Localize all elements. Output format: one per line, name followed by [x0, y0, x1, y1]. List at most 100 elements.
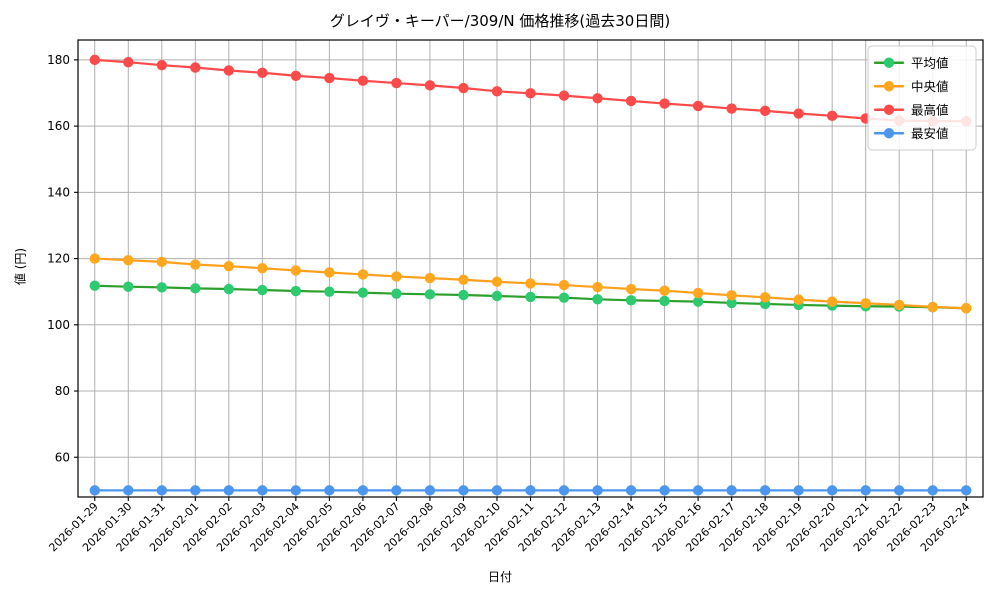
- data-point-marker: [961, 485, 972, 496]
- data-point-marker: [692, 100, 704, 112]
- data-point-marker: [257, 262, 268, 274]
- y-tick-label: 80: [55, 384, 70, 398]
- data-point-marker: [290, 285, 302, 297]
- data-point-marker: [592, 294, 603, 305]
- data-point-marker: [525, 88, 536, 99]
- data-point-marker: [123, 485, 134, 496]
- x-tick-labels: 2026-01-292026-01-302026-01-312026-02-01…: [46, 500, 972, 554]
- data-point-marker: [458, 82, 469, 94]
- y-axis-label: 値 (円): [13, 247, 28, 286]
- data-point-marker: [290, 70, 302, 81]
- data-point-marker: [357, 485, 369, 496]
- data-point-marker: [190, 259, 201, 270]
- data-point-marker: [424, 80, 436, 91]
- data-point-marker: [726, 297, 737, 309]
- data-point-marker: [927, 485, 938, 496]
- legend-box: [867, 45, 977, 151]
- legend-label[interactable]: 最高値: [911, 102, 949, 117]
- data-point-marker: [123, 255, 134, 266]
- grid-lines: [78, 40, 983, 497]
- data-point-marker: [156, 59, 167, 71]
- data-point-marker: [324, 267, 335, 278]
- data-point-marker: [357, 75, 369, 86]
- data-point-marker: [257, 284, 268, 296]
- data-point-marker: [592, 485, 603, 496]
- y-tick-label: 180: [47, 53, 70, 67]
- data-point-marker: [625, 485, 637, 496]
- legend-marker-swatch: [883, 128, 895, 139]
- y-tick-label: 100: [47, 318, 70, 332]
- data-point-marker: [592, 93, 603, 104]
- data-point-marker: [491, 86, 503, 97]
- legend-marker-swatch: [883, 81, 895, 92]
- data-point-marker: [525, 485, 536, 496]
- data-point-marker: [156, 282, 167, 293]
- data-point-marker: [793, 294, 804, 305]
- data-point-marker: [726, 290, 737, 301]
- data-point-marker: [793, 108, 804, 119]
- legend-marker-swatch: [883, 57, 895, 68]
- data-point-marker: [458, 289, 469, 301]
- legend-marker-swatch: [883, 104, 895, 115]
- data-point-marker: [525, 278, 536, 289]
- data-point-marker: [692, 296, 704, 307]
- data-point-marker: [424, 485, 436, 496]
- data-point-marker: [894, 299, 905, 311]
- data-point-marker: [391, 77, 402, 89]
- data-point-marker: [726, 485, 737, 496]
- data-point-marker: [860, 485, 871, 496]
- data-point-marker: [391, 288, 402, 299]
- data-point-marker: [290, 485, 302, 496]
- legend-label[interactable]: 最安値: [911, 126, 949, 141]
- data-point-marker: [190, 283, 201, 294]
- data-point-marker: [391, 271, 402, 282]
- data-point-marker: [860, 298, 871, 309]
- data-point-marker: [525, 291, 536, 303]
- data-point-marker: [558, 279, 570, 291]
- data-point-marker: [625, 295, 637, 306]
- data-point-marker: [826, 110, 838, 122]
- data-point-marker: [123, 281, 134, 292]
- data-point-marker: [659, 98, 670, 109]
- data-point-marker: [759, 485, 771, 496]
- data-point-marker: [223, 283, 235, 295]
- data-point-marker: [491, 290, 503, 302]
- legend-label[interactable]: 平均値: [911, 55, 949, 70]
- legend-label[interactable]: 中央値: [911, 79, 949, 94]
- data-point-marker: [659, 485, 670, 496]
- data-point-marker: [223, 260, 235, 272]
- data-point-marker: [156, 256, 167, 268]
- plot-border: [77, 39, 984, 498]
- data-point-marker: [357, 269, 369, 280]
- data-point-marker: [692, 485, 704, 496]
- data-point-marker: [558, 90, 570, 101]
- data-point-marker: [759, 105, 771, 117]
- data-point-marker: [592, 281, 603, 293]
- data-point-marker: [89, 253, 100, 264]
- axis-ticks: [74, 59, 967, 501]
- data-point-marker: [558, 485, 570, 496]
- data-point-marker: [625, 95, 637, 107]
- data-point-marker: [726, 103, 737, 114]
- data-point-marker: [491, 276, 503, 287]
- data-point-marker: [223, 65, 235, 76]
- data-point-marker: [927, 301, 938, 313]
- data-point-marker: [324, 286, 335, 297]
- y-tick-label: 140: [47, 185, 70, 199]
- data-point-marker: [424, 289, 436, 300]
- data-point-marker: [357, 287, 369, 298]
- data-point-marker: [458, 485, 469, 496]
- data-point-marker: [324, 72, 335, 84]
- data-point-marker: [759, 292, 771, 303]
- chart-title: グレイヴ・キーパー/309/N 価格推移(過去30日間): [329, 12, 671, 30]
- data-point-marker: [625, 283, 637, 295]
- y-tick-label: 120: [47, 252, 70, 266]
- data-point-marker: [894, 485, 905, 496]
- x-axis-label: 日付: [487, 570, 512, 584]
- data-point-marker: [424, 272, 436, 284]
- data-point-marker: [190, 62, 201, 73]
- data-point-marker: [826, 485, 838, 496]
